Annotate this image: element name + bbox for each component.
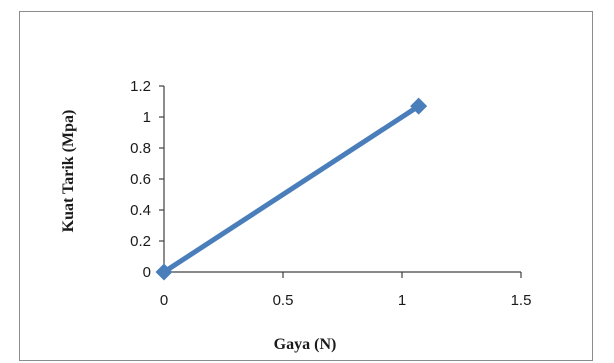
- data-point-marker: [410, 97, 428, 115]
- data-point-marker: [155, 263, 173, 281]
- x-tick-label: 0: [160, 292, 168, 309]
- axes: [163, 86, 521, 273]
- x-tick-label: 1: [398, 292, 406, 309]
- y-tick-label: 1: [143, 109, 151, 126]
- y-tick-label: 1.2: [130, 78, 151, 95]
- y-ticks: 0 0.2 0.4 0.6 0.8 1 1.2: [130, 78, 164, 281]
- series-line: [161, 103, 422, 275]
- x-axis-title: Gaya (N): [274, 336, 337, 353]
- x-ticks: 0 0.5 1 1.5: [160, 272, 532, 309]
- x-tick-label: 1.5: [511, 292, 532, 309]
- chart-frame: [19, 11, 593, 361]
- y-tick-label: 0.2: [130, 233, 151, 250]
- y-axis-title: Kuat Tarik (Mpa): [60, 110, 77, 233]
- y-tick-label: 0.4: [130, 202, 151, 219]
- x-tick-label: 0.5: [273, 292, 294, 309]
- y-tick-label: 0.8: [130, 140, 151, 157]
- y-tick-label: 0: [143, 264, 151, 281]
- y-tick-label: 0.6: [130, 171, 151, 188]
- series-layer: [155, 97, 428, 281]
